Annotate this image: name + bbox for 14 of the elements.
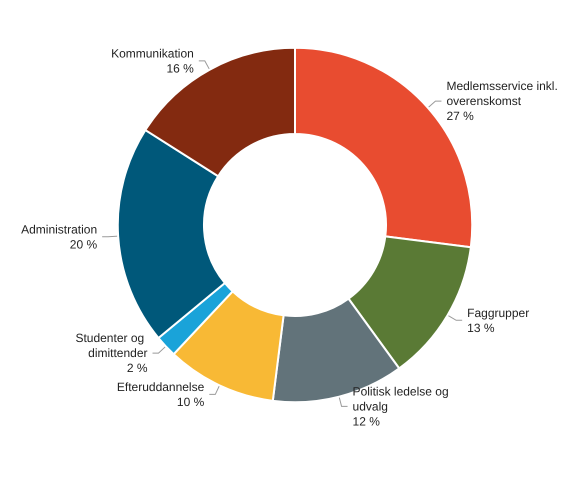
slice-label: Studenter og dimittender <box>75 331 148 360</box>
slice-label: Efteruddannelse <box>116 380 205 394</box>
data-label: 16 % <box>166 61 194 76</box>
slice-label: Faggrupper <box>467 306 530 320</box>
slice-label: Kommunikation <box>111 46 194 60</box>
data-label: 12 % <box>352 414 380 428</box>
data-label: 13 % <box>467 320 495 335</box>
data-label: 2 % <box>126 361 148 376</box>
slice-label: Politisk ledelse og udvalg <box>352 384 452 414</box>
slice-label: Administration <box>21 222 98 236</box>
data-label: 10 % <box>176 394 205 409</box>
slice-label: Medlemsservice inkl. overenskomst <box>446 79 562 108</box>
data-label: 27 % <box>446 109 474 124</box>
data-label: 20 % <box>70 237 98 252</box>
